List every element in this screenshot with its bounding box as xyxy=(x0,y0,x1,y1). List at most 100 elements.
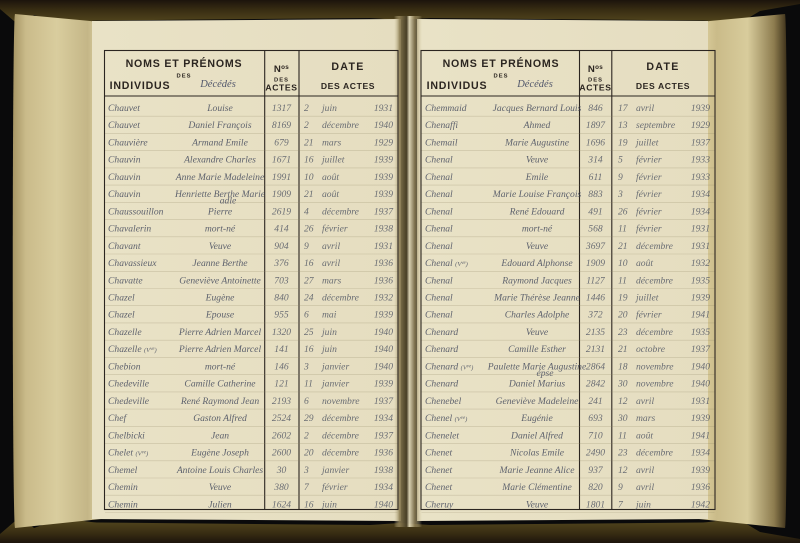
svg-text:novembre: novembre xyxy=(636,361,674,372)
svg-text:NOMS ET PRÉNOMS: NOMS ET PRÉNOMS xyxy=(443,57,560,70)
svg-text:DATE: DATE xyxy=(646,61,679,73)
svg-text:Antoine Louis Charles: Antoine Louis Charles xyxy=(176,465,264,476)
svg-text:1909: 1909 xyxy=(272,189,291,200)
svg-text:février: février xyxy=(636,172,662,183)
svg-text:1941: 1941 xyxy=(691,310,710,321)
svg-text:146: 146 xyxy=(274,361,289,372)
svg-text:Chenal: Chenal xyxy=(425,224,453,235)
svg-text:1937: 1937 xyxy=(374,430,394,441)
svg-text:1671: 1671 xyxy=(272,155,291,166)
svg-text:épse: épse xyxy=(536,368,554,379)
svg-text:Marie Louise François: Marie Louise François xyxy=(492,189,582,200)
svg-text:611: 611 xyxy=(589,172,603,183)
svg-text:3: 3 xyxy=(303,465,309,476)
svg-text:décembre: décembre xyxy=(636,327,674,338)
svg-text:avril: avril xyxy=(636,465,654,476)
svg-text:Pierre Adrien Marcel: Pierre Adrien Marcel xyxy=(178,327,262,338)
svg-text:1929: 1929 xyxy=(691,120,710,131)
svg-text:1940: 1940 xyxy=(374,327,393,338)
svg-text:décembre: décembre xyxy=(636,241,674,252)
svg-text:25: 25 xyxy=(304,327,314,338)
svg-text:1931: 1931 xyxy=(374,241,393,252)
svg-text:mort-né: mort-né xyxy=(205,224,236,235)
svg-text:Chenet: Chenet xyxy=(425,465,453,476)
svg-text:Eugène Joseph: Eugène Joseph xyxy=(190,448,249,459)
svg-text:16: 16 xyxy=(304,499,314,510)
svg-text:Nicolas Emile: Nicolas Emile xyxy=(509,448,565,459)
svg-text:30: 30 xyxy=(617,413,628,424)
svg-text:5: 5 xyxy=(618,155,623,166)
svg-text:491: 491 xyxy=(588,206,602,217)
svg-text:Chenal: Chenal xyxy=(425,172,453,183)
svg-text:1934: 1934 xyxy=(691,189,710,200)
svg-text:décembre: décembre xyxy=(636,275,674,286)
svg-text:mai: mai xyxy=(322,310,337,321)
svg-text:6: 6 xyxy=(304,310,309,321)
svg-text:décembre: décembre xyxy=(322,430,360,441)
svg-text:Chemail: Chemail xyxy=(425,138,458,149)
svg-text:1937: 1937 xyxy=(691,344,711,355)
svg-text:21: 21 xyxy=(304,189,314,200)
svg-text:1897: 1897 xyxy=(586,120,606,131)
svg-text:2131: 2131 xyxy=(586,344,605,355)
svg-text:1931: 1931 xyxy=(691,224,710,235)
svg-text:Chauvin: Chauvin xyxy=(108,155,141,166)
svg-text:Veuve: Veuve xyxy=(526,499,549,510)
svg-text:juin: juin xyxy=(320,327,337,338)
svg-text:Veuve: Veuve xyxy=(209,482,232,493)
svg-text:Chazelle: Chazelle xyxy=(108,327,142,338)
svg-text:2842: 2842 xyxy=(586,379,605,390)
svg-text:Chazel: Chazel xyxy=(108,310,135,321)
svg-text:Chedeville: Chedeville xyxy=(108,379,150,390)
svg-text:1936: 1936 xyxy=(374,275,393,286)
svg-text:1937: 1937 xyxy=(691,138,711,149)
svg-text:12: 12 xyxy=(618,396,628,407)
svg-text:1936: 1936 xyxy=(374,448,393,459)
svg-text:710: 710 xyxy=(588,430,603,441)
svg-text:1940: 1940 xyxy=(691,361,710,372)
svg-text:janvier: janvier xyxy=(320,361,349,372)
svg-text:2490: 2490 xyxy=(586,448,605,459)
svg-text:Veuve: Veuve xyxy=(526,241,549,252)
svg-text:novembre: novembre xyxy=(322,396,360,407)
svg-text:955: 955 xyxy=(274,310,289,321)
svg-text:883: 883 xyxy=(588,189,603,200)
svg-text:décembre: décembre xyxy=(322,120,360,131)
svg-text:1940: 1940 xyxy=(374,120,393,131)
svg-text:juin: juin xyxy=(320,499,337,510)
svg-text:DES: DES xyxy=(494,74,509,80)
svg-text:Chauvin: Chauvin xyxy=(108,189,141,200)
svg-text:1933: 1933 xyxy=(691,155,710,166)
svg-text:11: 11 xyxy=(618,275,627,286)
svg-text:1939: 1939 xyxy=(691,465,710,476)
svg-text:ACTES: ACTES xyxy=(579,83,611,93)
svg-text:mort-né: mort-né xyxy=(522,224,553,235)
svg-text:2: 2 xyxy=(304,120,309,131)
svg-text:René Raymond Jean: René Raymond Jean xyxy=(180,396,260,407)
svg-text:DATE: DATE xyxy=(331,61,364,73)
svg-text:1935: 1935 xyxy=(691,327,710,338)
svg-text:2619: 2619 xyxy=(272,206,291,217)
svg-text:septembre: septembre xyxy=(636,120,676,131)
svg-text:16: 16 xyxy=(304,344,314,355)
svg-text:1931: 1931 xyxy=(691,396,710,407)
svg-text:Chenal: Chenal xyxy=(425,189,453,200)
svg-text:12: 12 xyxy=(618,465,628,476)
svg-text:Chauvière: Chauvière xyxy=(108,138,148,149)
svg-text:avril: avril xyxy=(636,396,654,407)
svg-text:27: 27 xyxy=(304,275,315,286)
svg-text:693: 693 xyxy=(588,413,603,424)
svg-text:1940: 1940 xyxy=(374,361,393,372)
svg-text:703: 703 xyxy=(274,275,289,286)
svg-text:Chenebel: Chenebel xyxy=(425,396,462,407)
svg-text:18: 18 xyxy=(618,361,628,372)
svg-text:Chenaffi: Chenaffi xyxy=(425,120,458,131)
svg-text:Chenal: Chenal xyxy=(425,310,453,321)
svg-text:1939: 1939 xyxy=(691,413,710,424)
svg-text:Daniel François: Daniel François xyxy=(187,120,251,131)
svg-text:NOMS ET PRÉNOMS: NOMS ET PRÉNOMS xyxy=(126,57,243,70)
svg-text:Chauvet: Chauvet xyxy=(108,103,140,114)
svg-text:Jean: Jean xyxy=(211,430,229,441)
svg-text:Camille Esther: Camille Esther xyxy=(508,344,566,355)
svg-text:121: 121 xyxy=(274,379,288,390)
